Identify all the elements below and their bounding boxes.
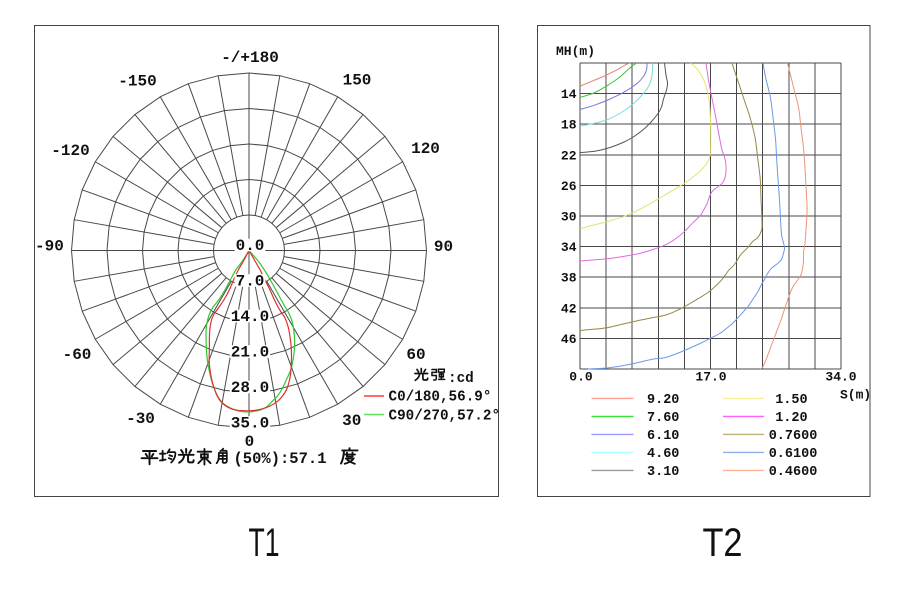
- svg-text:T2: T2: [703, 521, 743, 565]
- svg-text:0.0: 0.0: [236, 237, 265, 255]
- svg-text:30: 30: [561, 210, 577, 225]
- svg-text:26: 26: [561, 179, 577, 194]
- svg-text:T1: T1: [249, 521, 280, 565]
- svg-text:0.0: 0.0: [569, 370, 593, 385]
- svg-text:C90/270,57.2°: C90/270,57.2°: [389, 409, 501, 425]
- svg-text:42: 42: [561, 301, 577, 316]
- svg-text:-60: -60: [63, 346, 92, 364]
- svg-text:18: 18: [561, 118, 577, 133]
- svg-text:9.20: 9.20: [647, 393, 679, 408]
- svg-text:-30: -30: [126, 410, 155, 428]
- svg-text:90: 90: [434, 238, 453, 256]
- svg-text:14: 14: [561, 87, 577, 102]
- svg-text:7.60: 7.60: [647, 411, 679, 426]
- svg-text:120: 120: [411, 140, 440, 158]
- svg-text:17.0: 17.0: [695, 370, 726, 385]
- svg-text:38: 38: [561, 271, 577, 286]
- svg-text::cd: :cd: [448, 371, 474, 387]
- svg-text:S(m): S(m): [840, 388, 871, 403]
- svg-text:0.7600: 0.7600: [769, 429, 818, 444]
- svg-text:1.50: 1.50: [775, 393, 807, 408]
- svg-text:-150: -150: [118, 73, 156, 91]
- svg-text:21.0: 21.0: [231, 344, 269, 362]
- svg-text:150: 150: [343, 72, 372, 90]
- svg-text:1.20: 1.20: [775, 411, 807, 426]
- svg-text:0.4600: 0.4600: [769, 465, 818, 480]
- svg-text:3.10: 3.10: [647, 465, 679, 480]
- svg-text:C0/180,56.9°: C0/180,56.9°: [389, 390, 492, 406]
- svg-text:-/+180: -/+180: [221, 49, 279, 67]
- svg-text:0: 0: [245, 433, 255, 451]
- svg-text:7.0: 7.0: [236, 273, 265, 291]
- svg-text:34.0: 34.0: [825, 370, 856, 385]
- svg-text:6.10: 6.10: [647, 429, 679, 444]
- svg-text:-120: -120: [51, 142, 89, 160]
- svg-text:46: 46: [561, 332, 577, 347]
- svg-text:34: 34: [561, 240, 577, 255]
- svg-text:60: 60: [406, 346, 425, 364]
- svg-text:30: 30: [342, 412, 361, 430]
- svg-text:-90: -90: [35, 238, 64, 256]
- svg-text:4.60: 4.60: [647, 447, 679, 462]
- svg-text:0.6100: 0.6100: [769, 447, 818, 462]
- svg-text:MH(m): MH(m): [556, 44, 595, 59]
- svg-text:22: 22: [561, 148, 577, 163]
- svg-text:14.0: 14.0: [231, 308, 269, 326]
- svg-text:35.0: 35.0: [231, 415, 269, 433]
- svg-text:(50%):57.1: (50%):57.1: [234, 450, 327, 468]
- svg-text:28.0: 28.0: [231, 379, 269, 397]
